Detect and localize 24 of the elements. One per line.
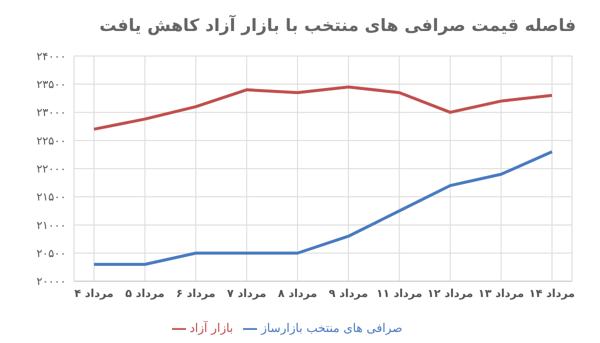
x-tick-label: ۱۱ مرداد <box>376 287 422 300</box>
y-tick-label: ۲۲۵۰۰ <box>36 134 66 148</box>
y-tick-label: ۲۱۰۰۰ <box>36 218 66 232</box>
x-tick-label: ۸ مرداد <box>278 287 318 300</box>
y-tick-label: ۲۳۵۰۰ <box>36 78 66 92</box>
y-tick-label: ۲۲۰۰۰ <box>36 162 66 176</box>
legend-label: صرافی های منتخب بازارساز <box>261 321 402 336</box>
y-tick-label: ۲۰۰۰۰ <box>36 275 66 288</box>
y-tick-label: ۲۱۵۰۰ <box>36 190 66 204</box>
x-tick-label: ۹ مرداد <box>328 287 368 300</box>
legend-label: بازار آزاد <box>190 321 234 336</box>
x-tick-label: ۴ مرداد <box>74 287 114 300</box>
line-series <box>92 85 554 131</box>
y-tick-label: ۲۴۰۰۰ <box>36 50 66 63</box>
chart-title: فاصله قیمت صرافی های منتخب با بازار آزاد کاهش یافت <box>98 14 577 38</box>
x-tick-label: ۱۲ مرداد <box>427 287 474 300</box>
line-series <box>92 150 554 266</box>
x-tick-label: ۱۴ مرداد <box>529 287 575 300</box>
x-tick-label: ۷ مرداد <box>227 287 266 300</box>
x-tick-label: ۵ مرداد <box>125 287 165 300</box>
y-tick-label: ۲۰۵۰۰ <box>36 247 66 260</box>
x-tick-label: ۱۳ مرداد <box>478 287 524 300</box>
y-tick-label: ۲۳۰۰۰ <box>36 106 66 120</box>
x-tick-label: ۶ مرداد <box>176 287 216 300</box>
